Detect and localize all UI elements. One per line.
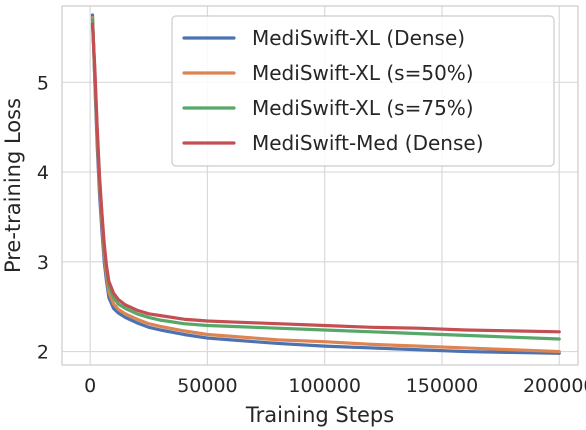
- tick-labels: 0 50000 100000 150000 200000 2 3 4 5: [37, 72, 586, 397]
- x-axis-label: Training Steps: [245, 403, 394, 427]
- y-tick-label: 4: [37, 162, 49, 184]
- legend-entry-label: MediSwift-XL (Dense): [252, 26, 465, 50]
- y-tick-label: 5: [37, 72, 49, 94]
- plot-frame: [61, 5, 579, 366]
- legend-entry-label: MediSwift-XL (s=50%): [252, 61, 474, 85]
- x-tick-label: 200000: [523, 375, 586, 397]
- x-tick-label: 100000: [288, 375, 361, 397]
- y-tick-label: 3: [37, 252, 49, 274]
- x-tick-label: 50000: [177, 375, 237, 397]
- y-axis-label: Pre-training Loss: [1, 98, 25, 273]
- legend: MediSwift-XL (Dense) MediSwift-XL (s=50%)…: [171, 15, 555, 167]
- x-tick-label: 150000: [406, 375, 479, 397]
- series-lines: [90, 13, 561, 355]
- y-tick-label: 2: [37, 342, 49, 364]
- legend-entry-label: MediSwift-Med (Dense): [252, 131, 484, 155]
- legend-box: [171, 15, 555, 167]
- series-line-4: [90, 22, 561, 334]
- x-tick-label: 0: [84, 375, 96, 397]
- legend-entry-label: MediSwift-XL (s=75%): [252, 96, 474, 120]
